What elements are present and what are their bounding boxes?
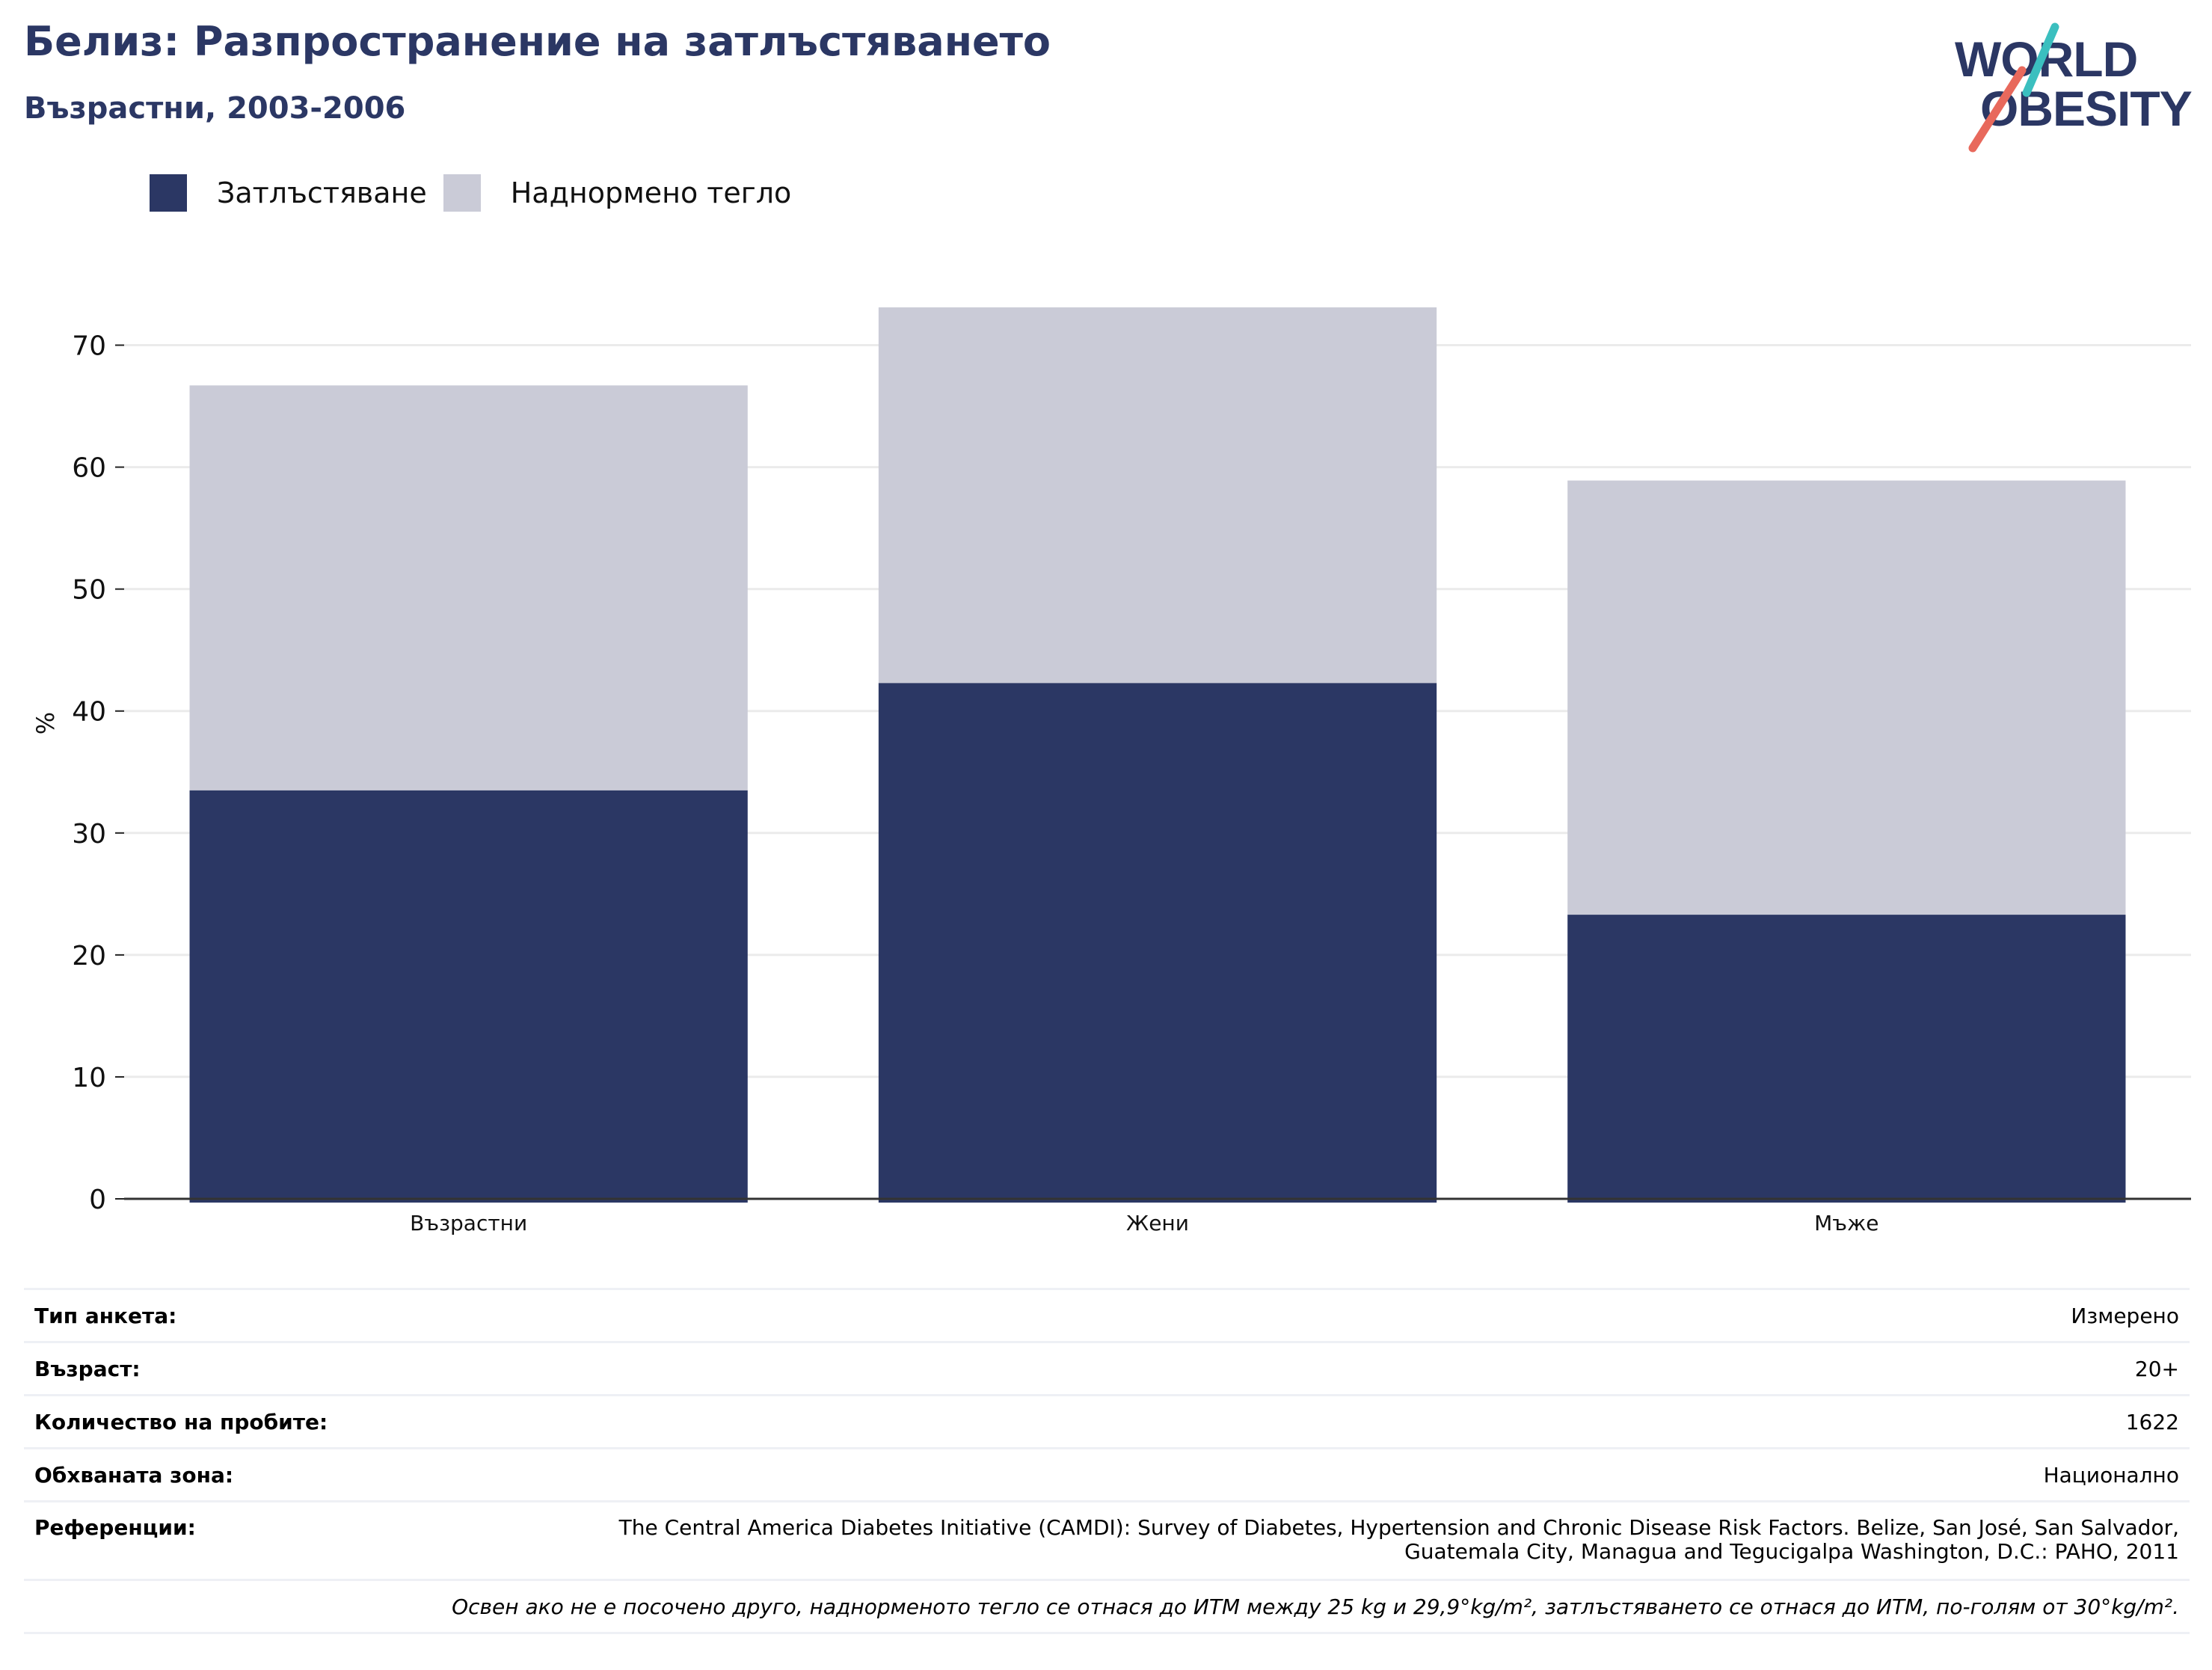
info-label: Възраст: [24, 1341, 568, 1396]
bar-obesity [189, 790, 748, 1203]
world-obesity-logo: WORLD OBESITY [1955, 22, 2193, 153]
stacked-bar-chart: 0 10 20 30 40 50 60 70% Възрастни Жени Мъже [31, 307, 2191, 1235]
info-row-note: Освен ако не е посочено друго, наднормен… [24, 1579, 2190, 1634]
survey-info-table: Тип анкета: Измерено Възраст: 20+ Количе… [24, 1288, 2190, 1634]
x-tick-label: Жени [1126, 1211, 1189, 1235]
y-tick-label: 50 [72, 575, 106, 606]
logo-coral-slash [1968, 66, 2027, 153]
y-axis-label: % [31, 712, 60, 734]
legend-swatch-overweight [443, 174, 481, 212]
bar-overweight [878, 307, 1437, 684]
info-label: Обхваната зона: [24, 1447, 568, 1502]
legend-swatch-obesity [150, 174, 187, 212]
info-label: Референции: [24, 1500, 568, 1580]
y-tick-label: 10 [72, 1063, 106, 1093]
page-title: Белиз: Разпространение на затлъстяването [24, 18, 1051, 65]
y-tick-label: 40 [72, 697, 106, 728]
info-value: Измерено [568, 1288, 2190, 1342]
info-value: Национално [568, 1447, 2190, 1502]
logo-word-obesity: OBESITY [1980, 81, 2192, 136]
legend-label-overweight: Наднормено тегло [510, 176, 792, 209]
bar-overweight [189, 385, 748, 791]
bar-obesity [878, 683, 1437, 1203]
info-row-sample-size: Количество на пробите: 1622 [24, 1394, 2190, 1449]
y-tick-label: 70 [72, 331, 106, 362]
bar-overweight [1567, 480, 2126, 915]
chart-legend: Затлъстяване Наднормено тегло [150, 171, 808, 215]
x-tick-label: Възрастни [410, 1211, 527, 1235]
y-tick-label: 30 [72, 819, 106, 850]
info-row-coverage: Обхваната зона: Национално [24, 1447, 2190, 1502]
page-subtitle: Възрастни, 2003-2006 [24, 91, 406, 126]
legend-item-obesity: Затлъстяване [150, 174, 427, 212]
info-value: 1622 [568, 1394, 2190, 1449]
y-tick-label: 20 [72, 941, 106, 971]
y-tick-label: 60 [72, 453, 106, 484]
info-row-references: Референции: The Central America Diabetes… [24, 1500, 2190, 1580]
legend-label-obesity: Затлъстяване [217, 176, 427, 209]
logo-teal-slash [2022, 22, 2059, 97]
info-value: The Central America Diabetes Initiative … [568, 1500, 2190, 1580]
legend-item-overweight: Наднормено тегло [443, 174, 792, 212]
x-tick-label: Мъже [1814, 1211, 1878, 1235]
definition-note: Освен ако не е посочено друго, наднормен… [24, 1579, 2190, 1634]
info-row-survey-type: Тип анкета: Измерено [24, 1288, 2190, 1342]
info-row-age: Възраст: 20+ [24, 1341, 2190, 1396]
info-label: Тип анкета: [24, 1288, 568, 1342]
bar-obesity [1567, 915, 2126, 1203]
info-value: 20+ [568, 1341, 2190, 1396]
y-tick-label: 0 [89, 1185, 106, 1215]
info-label: Количество на пробите: [24, 1394, 568, 1449]
